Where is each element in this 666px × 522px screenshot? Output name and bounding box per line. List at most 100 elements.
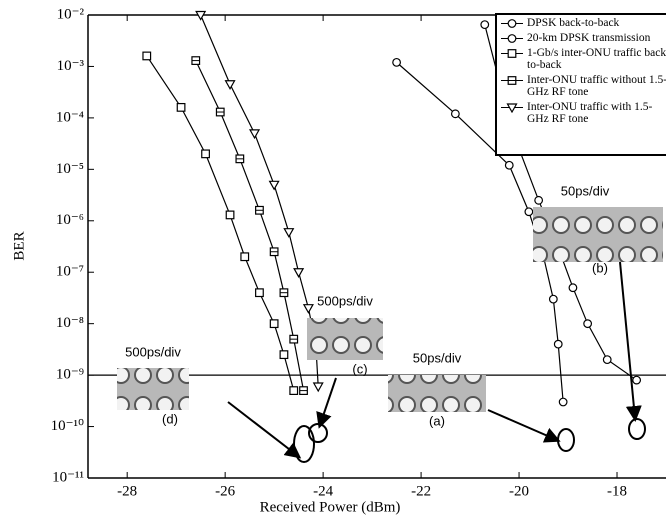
marker	[280, 289, 288, 297]
page: -28-26-24-22-20-1810⁻²10⁻³10⁻⁴10⁻⁵10⁻⁶10…	[0, 0, 666, 522]
x-tick-label: -18	[607, 483, 627, 499]
marker-box	[177, 104, 185, 112]
series-line	[147, 56, 294, 391]
y-tick-label: 10⁻⁶	[56, 212, 84, 228]
x-tick-label: -22	[411, 483, 431, 499]
y-tick-label: 10⁻²	[57, 6, 85, 22]
marker-box	[143, 52, 151, 60]
series-line	[201, 15, 319, 387]
legend-swatch	[501, 33, 523, 44]
y-tick-label: 10⁻¹⁰	[51, 418, 84, 434]
x-tick-label: -28	[117, 483, 137, 499]
marker	[216, 108, 224, 116]
marker	[481, 21, 489, 29]
marker	[314, 383, 323, 391]
marker	[535, 197, 543, 205]
highlight-ellipse	[558, 429, 574, 451]
legend-item: 1-Gb/s inter-ONU traffic back-to-back	[501, 47, 666, 71]
legend-swatch	[501, 18, 523, 29]
marker	[508, 50, 516, 58]
arrow	[228, 402, 298, 456]
legend-item: Inter-ONU traffic without 1.5-GHz RF ton…	[501, 74, 666, 98]
marker	[393, 59, 401, 67]
marker	[525, 208, 533, 216]
marker	[559, 398, 567, 406]
x-tick-label: -24	[313, 483, 333, 499]
legend-label: Inter-ONU traffic with 1.5-GHz RF tone	[527, 101, 666, 125]
y-tick-label: 10⁻⁷	[56, 264, 84, 280]
eye-diagrams	[117, 207, 663, 412]
marker-box	[270, 320, 278, 328]
marker	[554, 340, 562, 348]
marker	[256, 206, 264, 214]
marker-box	[241, 253, 249, 261]
legend: DPSK back-to-back 20-km DPSK transmission…	[495, 13, 666, 156]
marker	[452, 110, 460, 118]
legend-item: Inter-ONU traffic with 1.5-GHz RF tone	[501, 101, 666, 125]
highlight-ellipse	[294, 426, 314, 462]
y-tick-label: 10⁻⁹	[56, 367, 84, 383]
marker	[280, 351, 288, 359]
highlight-ellipse	[629, 419, 645, 439]
legend-swatch	[501, 48, 523, 59]
marker	[603, 356, 611, 364]
marker	[300, 387, 308, 395]
marker	[226, 211, 234, 219]
legend-label: Inter-ONU traffic without 1.5-GHz RF ton…	[527, 74, 666, 98]
marker	[270, 320, 278, 328]
marker	[508, 77, 516, 85]
marker-box	[226, 211, 234, 219]
arrow	[620, 262, 635, 418]
annotation: 50ps/div	[413, 350, 462, 365]
y-tick-label: 10⁻³	[57, 58, 85, 74]
marker-box	[202, 150, 210, 158]
marker	[256, 289, 264, 297]
marker	[250, 130, 259, 138]
annotation: (a)	[429, 413, 445, 428]
annotation: (b)	[592, 260, 608, 275]
marker	[584, 320, 592, 328]
legend-swatch	[501, 75, 523, 86]
marker	[143, 52, 151, 60]
marker	[550, 295, 558, 303]
marker-box	[256, 289, 264, 297]
legend-item: DPSK back-to-back	[501, 17, 666, 29]
marker	[290, 335, 298, 343]
annotation: (c)	[352, 361, 367, 376]
marker	[241, 253, 249, 261]
eye-diagram	[533, 207, 663, 262]
marker-box	[280, 351, 288, 359]
marker	[236, 155, 244, 163]
marker	[633, 376, 641, 384]
legend-swatch	[501, 102, 523, 113]
y-axis-label: BER	[11, 231, 27, 260]
x-tick-label: -26	[215, 483, 235, 499]
annotation: 50ps/div	[561, 183, 610, 198]
y-tick-label: 10⁻⁸	[56, 315, 84, 331]
marker	[192, 57, 200, 65]
arrow	[320, 378, 336, 425]
marker	[270, 181, 279, 189]
eye-diagram	[117, 368, 189, 410]
marker-box	[290, 387, 298, 395]
marker	[290, 387, 298, 395]
marker	[226, 81, 235, 89]
marker	[304, 305, 313, 313]
arrow	[488, 410, 557, 440]
marker-box	[508, 50, 516, 58]
marker	[202, 150, 210, 158]
marker	[569, 284, 577, 292]
marker	[177, 104, 185, 112]
y-tick-label: 10⁻⁴	[56, 109, 84, 125]
marker	[508, 20, 516, 28]
annotation: 500ps/div	[317, 293, 373, 308]
marker	[505, 161, 513, 169]
y-tick-label: 10⁻¹¹	[52, 469, 84, 485]
eye-diagram	[388, 375, 486, 412]
x-tick-label: -20	[509, 483, 529, 499]
marker	[270, 248, 278, 256]
marker	[294, 269, 303, 277]
x-axis-label: Received Power (dBm)	[260, 499, 401, 515]
legend-label: 1-Gb/s inter-ONU traffic back-to-back	[527, 47, 666, 71]
legend-label: 20-km DPSK transmission	[527, 32, 666, 44]
